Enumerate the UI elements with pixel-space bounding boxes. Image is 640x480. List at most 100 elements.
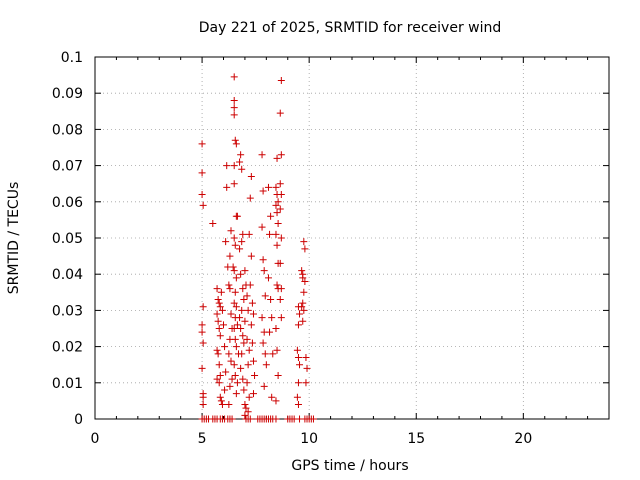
data-point [240, 339, 248, 347]
data-point [272, 325, 280, 332]
y-tick-label: 0.03 [52, 303, 83, 319]
data-point [233, 212, 241, 220]
data-point [241, 267, 249, 275]
data-point [233, 321, 241, 329]
x-tick-label: 5 [198, 431, 207, 447]
data-point [230, 162, 238, 170]
data-point [277, 314, 285, 322]
data-point [277, 234, 285, 242]
data-point [228, 415, 236, 423]
data-point [198, 364, 206, 372]
data-point [300, 238, 308, 246]
y-tick-label: 0.1 [61, 50, 83, 66]
data-point [244, 361, 252, 369]
y-axis: 0 0.01 0.02 0.03 0.04 0.05 0.06 0.07 0.08 0.09 0.1 [52, 50, 609, 428]
data-point [214, 317, 222, 325]
data-point [260, 267, 268, 275]
data-point [276, 109, 284, 117]
data-point [218, 306, 226, 314]
data-point [232, 140, 240, 148]
data-point [198, 191, 206, 199]
data-point [232, 390, 240, 398]
data-point [238, 238, 246, 246]
data-point [217, 397, 225, 405]
data-point [272, 230, 280, 238]
data-point [259, 187, 267, 195]
data-point [230, 104, 238, 112]
data-point [298, 267, 306, 275]
data-point [247, 172, 255, 180]
data-point [232, 343, 240, 351]
data-point [273, 154, 281, 162]
y-tick-label: 0 [74, 412, 83, 428]
data-point [199, 401, 207, 409]
x-tick-label: 15 [407, 431, 425, 447]
data-point [226, 252, 234, 260]
x-axis: 0 5 10 15 20 [91, 57, 589, 447]
data-point [259, 256, 267, 264]
data-point [225, 350, 233, 358]
data-point [215, 299, 223, 307]
data-point [218, 401, 226, 409]
data-point [268, 314, 276, 322]
data-point [249, 390, 257, 398]
data-point [237, 151, 245, 159]
data-point [214, 350, 222, 358]
data-point [221, 386, 229, 394]
data-point [240, 386, 248, 394]
y-tick-label: 0.09 [52, 86, 83, 102]
data-point [239, 332, 247, 340]
data-point [299, 299, 307, 307]
data-point [244, 408, 252, 416]
data-point [302, 379, 310, 387]
data-point [215, 361, 223, 369]
data-point [228, 375, 236, 383]
data-point [251, 372, 259, 380]
data-point [258, 223, 266, 231]
y-tick-label: 0.04 [52, 267, 83, 283]
data-point [294, 401, 302, 409]
data-point [272, 183, 280, 191]
data-point [303, 364, 311, 372]
data-point [216, 372, 224, 380]
data-point [227, 227, 235, 235]
data-point [238, 165, 246, 173]
data-point [273, 241, 281, 249]
data-point [216, 303, 224, 311]
data-point [277, 151, 285, 159]
data-point [302, 353, 310, 361]
data-point [258, 314, 266, 322]
data-point [294, 321, 302, 329]
data-point [226, 382, 234, 390]
data-point [296, 361, 304, 369]
data-point [221, 343, 229, 351]
data-point [264, 274, 272, 282]
x-axis-label: GPS time / hours [291, 458, 408, 474]
data-point [199, 201, 207, 209]
data-point [248, 299, 256, 307]
data-point [239, 285, 247, 293]
data-point [199, 303, 207, 311]
data-point [225, 281, 233, 289]
data-point [266, 230, 274, 238]
data-point [247, 252, 255, 260]
data-point [276, 180, 284, 188]
grid-lines [95, 57, 609, 419]
data-points [198, 73, 317, 423]
data-point [243, 379, 251, 387]
data-point [245, 393, 253, 401]
data-point [299, 270, 307, 278]
data-point [301, 245, 309, 253]
data-point [293, 393, 301, 401]
data-point [293, 346, 301, 354]
data-point [276, 259, 284, 267]
data-point [240, 296, 248, 304]
y-axis-label: SRMTID / TECUs [6, 182, 22, 295]
data-point [230, 267, 238, 275]
data-point [233, 379, 241, 387]
data-point [198, 140, 206, 148]
data-point [222, 368, 230, 376]
data-point [277, 191, 285, 199]
data-point [213, 285, 221, 293]
data-point [246, 194, 254, 202]
